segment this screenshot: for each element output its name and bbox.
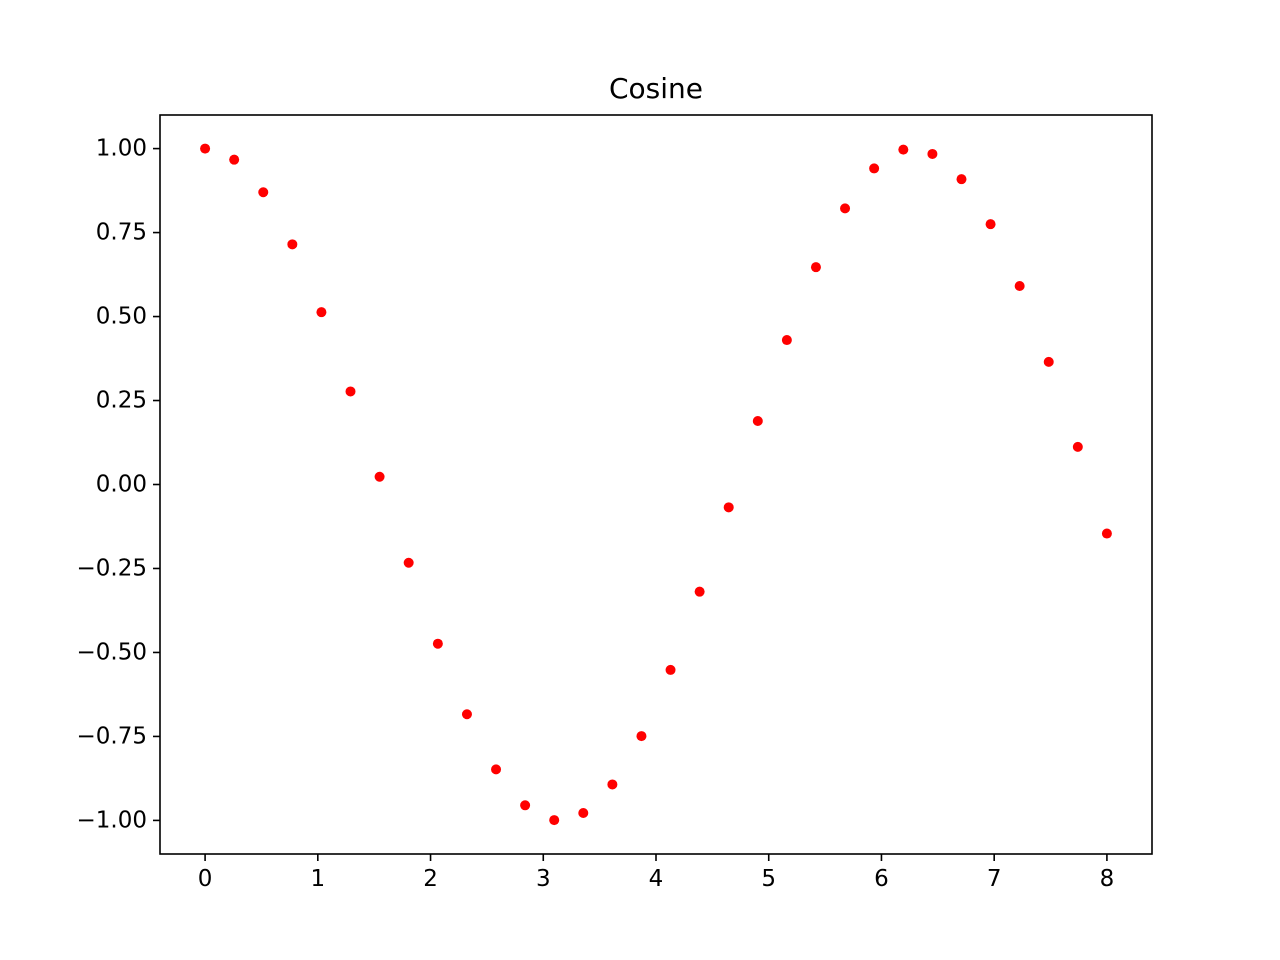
data-point bbox=[985, 219, 996, 230]
y-tick-label: −1.00 bbox=[77, 807, 147, 833]
data-point bbox=[665, 664, 676, 675]
data-point bbox=[287, 239, 298, 250]
data-point bbox=[636, 731, 647, 742]
y-tick-label: 0.75 bbox=[96, 220, 147, 246]
data-point bbox=[432, 638, 443, 649]
x-tick-label: 5 bbox=[761, 866, 776, 892]
x-tick-label: 4 bbox=[649, 866, 664, 892]
x-tick-label: 2 bbox=[423, 866, 438, 892]
x-tick-label: 1 bbox=[310, 866, 325, 892]
data-point bbox=[723, 502, 734, 513]
x-tick-label: 3 bbox=[536, 866, 551, 892]
data-point bbox=[345, 386, 356, 397]
data-point bbox=[374, 471, 385, 482]
y-axis: 1.00 0.75 0.50 0.25 0.00 −0.25 −0.50 −0.75 −1.00 bbox=[77, 136, 160, 833]
data-point bbox=[229, 154, 240, 165]
data-point bbox=[898, 144, 909, 155]
data-point bbox=[1043, 356, 1054, 367]
markers-layer bbox=[200, 143, 1112, 826]
chart-title: Cosine bbox=[609, 72, 703, 105]
data-point bbox=[752, 416, 763, 427]
y-tick-label: −0.25 bbox=[77, 555, 147, 581]
plot-frame bbox=[159, 114, 1153, 855]
data-point bbox=[403, 557, 414, 568]
x-tick-label: 8 bbox=[1100, 866, 1115, 892]
data-point bbox=[927, 148, 938, 159]
data-point bbox=[520, 800, 531, 811]
data-point bbox=[1072, 441, 1083, 452]
data-point bbox=[810, 262, 821, 273]
data-point bbox=[694, 586, 705, 597]
data-point bbox=[869, 163, 880, 174]
y-tick-label: −0.50 bbox=[77, 639, 147, 665]
data-point bbox=[316, 307, 327, 318]
data-point bbox=[956, 174, 967, 185]
x-tick-label: 6 bbox=[874, 866, 889, 892]
data-point bbox=[200, 143, 211, 154]
x-tick-label: 0 bbox=[198, 866, 213, 892]
data-point bbox=[1014, 280, 1025, 291]
data-point bbox=[461, 709, 472, 720]
y-tick-label: 1.00 bbox=[96, 136, 147, 162]
y-tick-label: −0.75 bbox=[77, 723, 147, 749]
x-tick-label: 7 bbox=[987, 866, 1002, 892]
data-point bbox=[491, 764, 502, 775]
x-axis: 0 1 2 3 4 5 6 7 8 bbox=[198, 854, 1114, 892]
data-point bbox=[607, 779, 618, 790]
data-point bbox=[1101, 528, 1112, 539]
data-point bbox=[578, 808, 589, 819]
y-tick-label: 0.50 bbox=[96, 304, 147, 330]
y-tick-label: 0.25 bbox=[96, 388, 147, 414]
data-point bbox=[258, 187, 269, 198]
data-point bbox=[781, 335, 792, 346]
data-point bbox=[549, 815, 560, 826]
data-point bbox=[840, 203, 851, 214]
y-tick-label: 0.00 bbox=[96, 472, 147, 498]
